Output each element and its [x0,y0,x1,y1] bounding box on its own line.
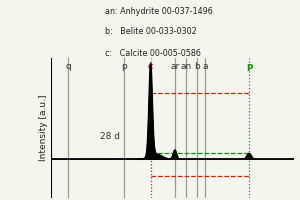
Text: c:   Calcite 00-005-0586: c: Calcite 00-005-0586 [105,49,201,58]
Y-axis label: Intensity [a.u.]: Intensity [a.u.] [39,95,48,161]
Text: ar: ar [170,62,180,71]
Text: q: q [65,62,71,71]
Text: p: p [121,62,127,71]
Text: an: an [180,62,191,71]
Text: b:   Belite 00-033-0302: b: Belite 00-033-0302 [105,27,197,36]
Text: an: Anhydrite 00-037-1496: an: Anhydrite 00-037-1496 [105,7,213,16]
Text: 28 d: 28 d [100,132,120,141]
Text: b: b [194,62,200,71]
Text: c: c [148,62,153,71]
Text: a: a [202,62,208,71]
Text: p: p [246,62,252,71]
